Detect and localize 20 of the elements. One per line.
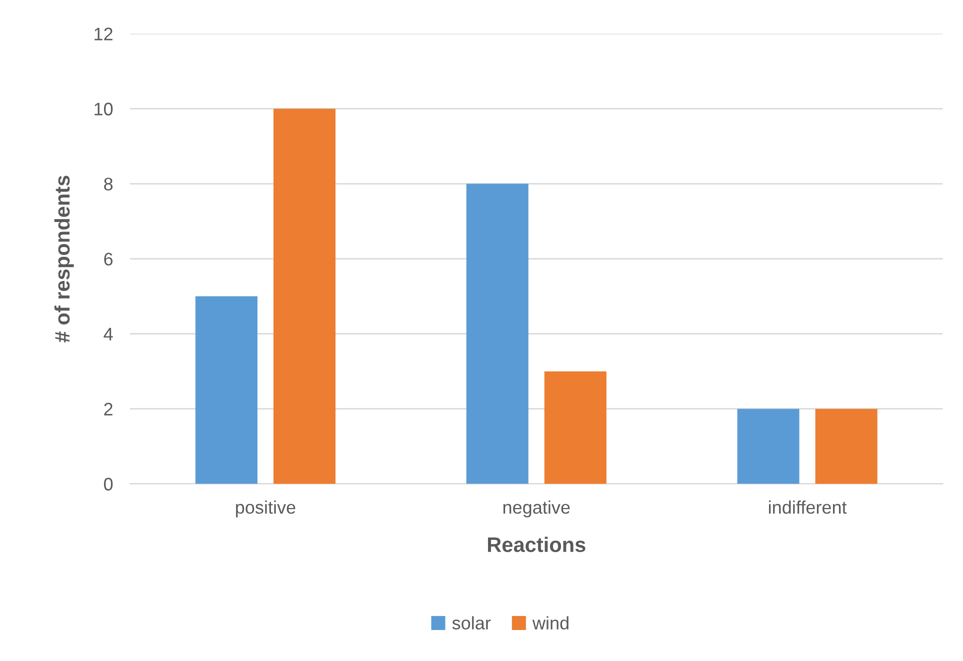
y-tick-label: 8 [104, 178, 113, 190]
bar [273, 108, 336, 484]
y-axis-title: # of respondents [54, 176, 74, 342]
x-tick-label: indifferent [769, 500, 847, 514]
bar [544, 371, 606, 484]
y-tick-label: 10 [94, 102, 113, 116]
y-tick-label: 2 [104, 402, 112, 416]
legend-label: solar [452, 616, 491, 630]
bar [737, 408, 800, 484]
y-tick-label: 0 [104, 478, 113, 491]
y-tick-label: 6 [104, 252, 113, 266]
bar [815, 408, 878, 484]
legend-label: wind [532, 616, 568, 630]
y-tick-label: 4 [104, 328, 113, 340]
bar [466, 184, 528, 484]
y-tick-label: 12 [94, 28, 112, 40]
x-tick-label: negative [503, 500, 570, 518]
x-axis-title: Reactions [488, 536, 586, 552]
bar [195, 296, 258, 484]
x-tick-label: positive [236, 500, 296, 518]
